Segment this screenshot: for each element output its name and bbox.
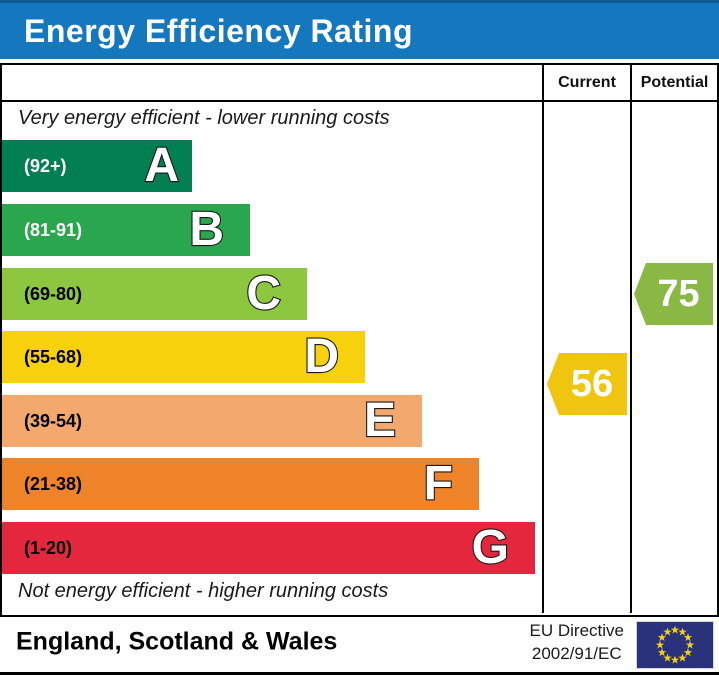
potential-rating-value: 75 — [657, 272, 700, 315]
band-range-label: (1-20) — [24, 537, 73, 558]
band-letter: G — [471, 520, 511, 574]
band-bar-a: (92+) A — [2, 138, 192, 193]
bands-area: Very energy efficient - lower running co… — [2, 102, 542, 613]
band-bar-d: (55-68) D — [2, 329, 365, 384]
band-letter: D — [303, 329, 340, 383]
band-range-label: (39-54) — [24, 410, 83, 431]
eu-flag-icon — [636, 621, 714, 669]
band-letter: E — [363, 393, 397, 447]
top-note: Very energy efficient - lower running co… — [18, 107, 390, 129]
table-body: Very energy efficient - lower running co… — [2, 102, 717, 613]
band-bar-f: (21-38) F — [2, 456, 479, 511]
potential-rating-arrow: 75 — [634, 263, 713, 325]
eu-directive-label: EU Directive 2002/91/EC — [529, 621, 624, 664]
band-range-label: (92+) — [24, 155, 67, 176]
footer: England, Scotland & Wales EU Directive 2… — [0, 617, 719, 675]
current-rating-arrow: 56 — [547, 353, 627, 415]
current-column: 56 — [542, 102, 630, 613]
page-title: Energy Efficiency Rating — [24, 12, 413, 49]
band-letter: B — [188, 202, 225, 256]
band-bar-g: (1-20) G — [2, 520, 535, 575]
rating-table: Current Potential Very energy efficient … — [0, 63, 719, 617]
band-range-label: (81-91) — [24, 219, 83, 240]
band-letter: F — [423, 456, 455, 510]
band-range-label: (55-68) — [24, 346, 83, 367]
band-range-label: (69-80) — [24, 283, 83, 304]
band-bar-c: (69-80) C — [2, 266, 307, 321]
bottom-note: Not energy efficient - higher running co… — [18, 580, 389, 602]
band-range-label: (21-38) — [24, 473, 83, 494]
title-bar: Energy Efficiency Rating — [0, 0, 719, 59]
band-bar-b: (81-91) B — [2, 202, 250, 257]
potential-column-header: Potential — [630, 65, 717, 100]
table-header-row: Current Potential — [2, 65, 717, 102]
region-label: England, Scotland & Wales — [16, 627, 338, 656]
potential-column: 75 — [630, 102, 717, 613]
band-letter: C — [245, 266, 282, 320]
current-column-header: Current — [542, 65, 630, 100]
current-rating-value: 56 — [570, 362, 614, 405]
bands-header-spacer — [2, 65, 542, 100]
band-bar-e: (39-54) E — [2, 393, 422, 448]
band-letter: A — [143, 138, 180, 192]
